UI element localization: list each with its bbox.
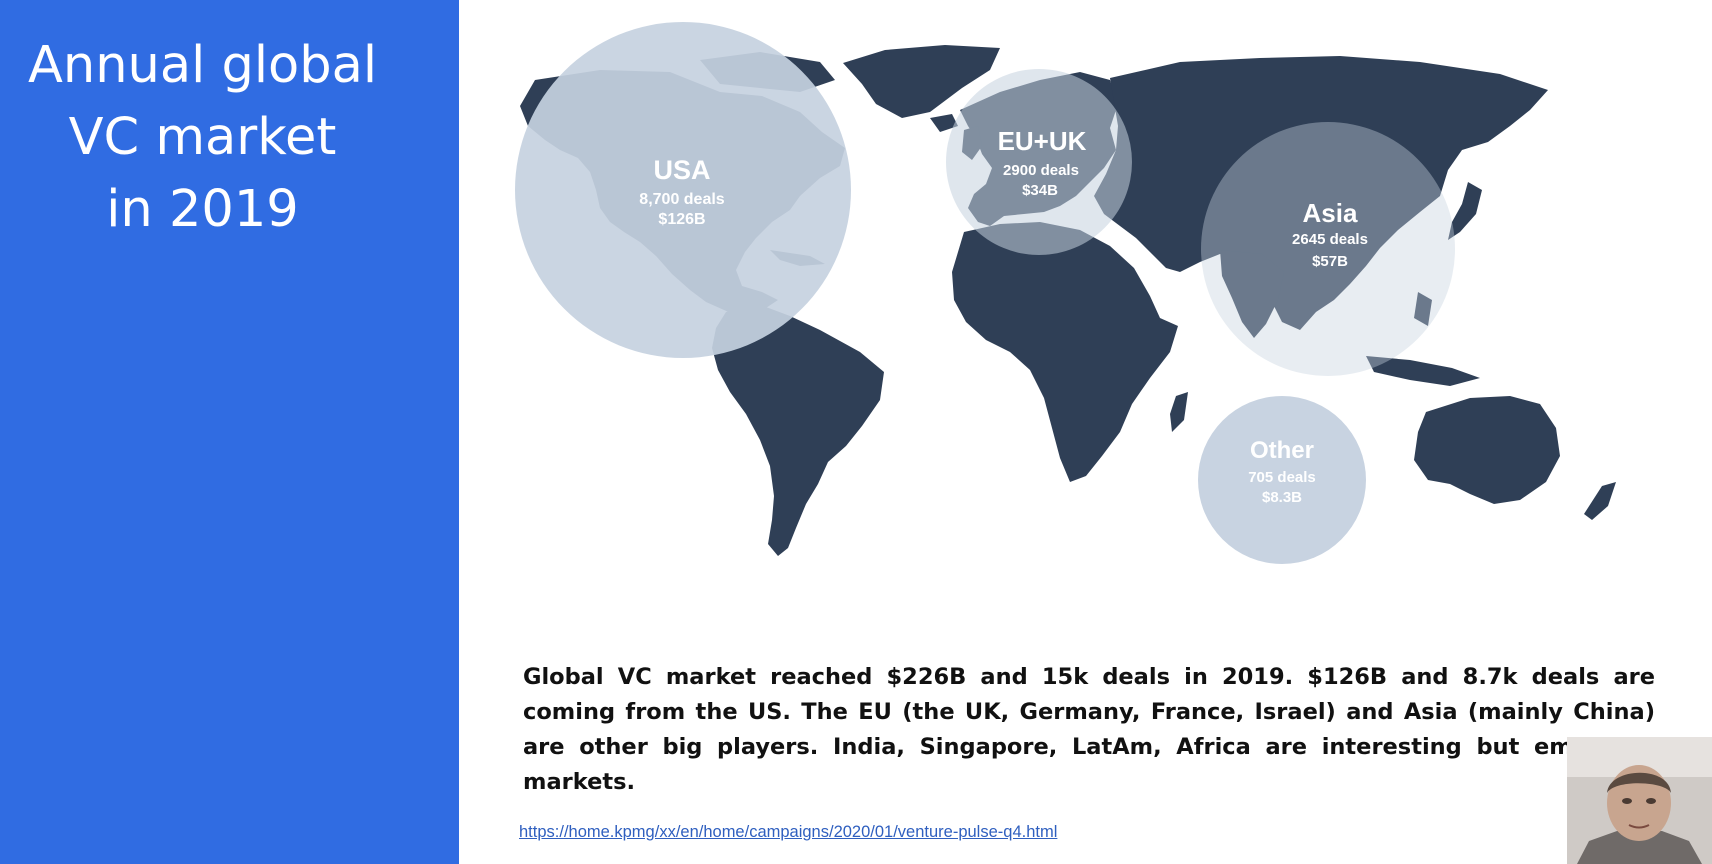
webcam-thumbnail <box>1567 737 1712 864</box>
region-name-eu-uk: EU+UK <box>998 126 1087 156</box>
south-america-shape <box>712 304 884 556</box>
region-deals-asia: 2645 deals <box>1292 231 1368 248</box>
summary-text: Global VC market reached $226B and 15k d… <box>523 664 1655 795</box>
slide-title: Annual global VC market in 2019 <box>0 30 405 246</box>
source-link[interactable]: https://home.kpmg/xx/en/home/campaigns/2… <box>519 823 1058 841</box>
iceland-shape <box>930 114 958 132</box>
new-zealand-shape <box>1584 482 1616 520</box>
madagascar-shape <box>1170 392 1188 432</box>
region-deals-other: 705 deals <box>1248 469 1316 486</box>
bubble-eu-uk[interactable] <box>946 69 1132 255</box>
bubble-other[interactable] <box>1198 396 1366 564</box>
bubble-asia[interactable] <box>1201 122 1455 376</box>
philippines-shape <box>1414 292 1432 326</box>
region-amount-usa: $126B <box>658 211 705 228</box>
india-shape <box>1220 250 1284 338</box>
asia-shape <box>1094 56 1548 330</box>
slide-title-line: VC market <box>68 108 337 167</box>
africa-shape <box>952 222 1178 482</box>
greenland-shape <box>843 45 1000 118</box>
australia-shape <box>1414 396 1560 504</box>
indonesia-shape <box>1366 356 1480 386</box>
region-amount-eu-uk: $34B <box>1022 182 1058 199</box>
person-icon <box>1567 737 1712 864</box>
region-amount-asia: $57B <box>1312 253 1348 270</box>
region-name-usa: USA <box>653 155 710 185</box>
region-name-other: Other <box>1250 437 1314 464</box>
region-deals-usa: 8,700 deals <box>639 191 725 208</box>
world-map: USA 8,700 deals $126B EU+UK 2900 deals $… <box>515 22 1616 564</box>
japan-shape <box>1448 182 1482 240</box>
region-name-asia: Asia <box>1303 198 1358 228</box>
region-deals-eu-uk: 2900 deals <box>1003 162 1079 179</box>
title-panel: Annual global VC market in 2019 <box>0 0 459 864</box>
bubble-labels: USA 8,700 deals $126B EU+UK 2900 deals $… <box>639 126 1368 506</box>
region-amount-other: $8.3B <box>1262 489 1302 506</box>
slide-title-line: Annual global <box>27 36 378 95</box>
bubble-usa[interactable] <box>515 22 851 358</box>
region-bubbles <box>515 22 1455 564</box>
slide-title-line: in 2019 <box>106 180 299 239</box>
